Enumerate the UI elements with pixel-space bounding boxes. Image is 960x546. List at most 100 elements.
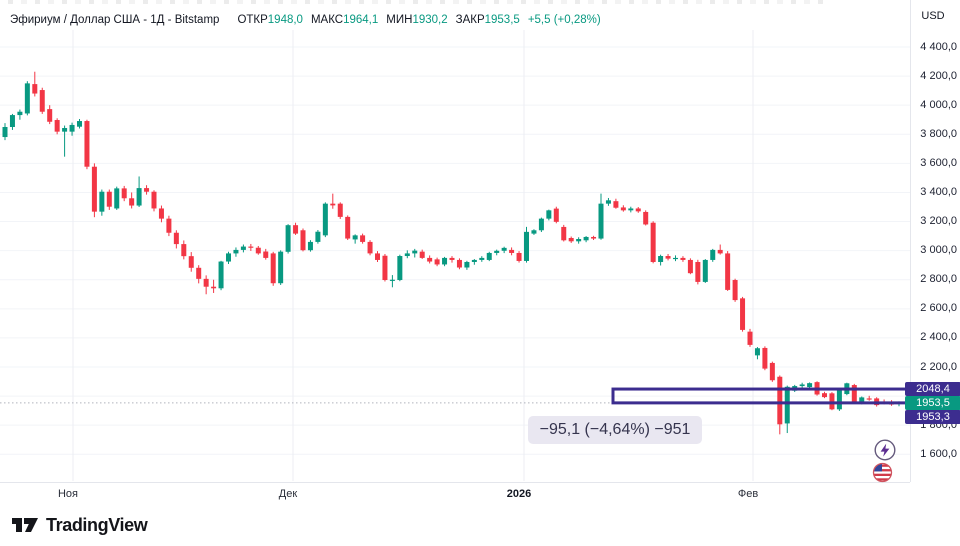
candle xyxy=(151,190,157,212)
candle xyxy=(389,275,395,288)
tradingview-logo[interactable]: TradingView xyxy=(12,514,148,536)
candle xyxy=(769,361,775,382)
candle xyxy=(255,245,261,255)
candle xyxy=(32,71,38,97)
price-tick-label: 3 200,0 xyxy=(920,215,957,228)
candle xyxy=(740,296,746,332)
candle xyxy=(516,251,522,263)
candle xyxy=(196,265,202,284)
candle xyxy=(47,105,53,125)
candle xyxy=(233,247,239,257)
candle xyxy=(397,254,403,282)
candle xyxy=(211,279,217,293)
candle xyxy=(509,247,515,256)
current-price-label: 1953,5 xyxy=(905,395,960,410)
candle xyxy=(620,205,626,212)
candle xyxy=(650,221,656,264)
candle xyxy=(367,240,373,256)
candle xyxy=(248,243,254,251)
candle xyxy=(173,230,179,249)
high-label: МАКС xyxy=(310,14,344,26)
low-label: МИН xyxy=(386,14,413,26)
candle xyxy=(866,395,872,401)
candle xyxy=(114,186,120,210)
candle xyxy=(412,248,418,258)
candle xyxy=(2,123,8,141)
candle xyxy=(360,233,366,244)
candle xyxy=(84,119,90,170)
candle xyxy=(479,256,485,262)
candle xyxy=(99,189,105,216)
price-range-drawing[interactable] xyxy=(611,387,910,405)
candle xyxy=(449,256,455,263)
candle xyxy=(434,257,440,267)
price-tick-label: 4 000,0 xyxy=(920,98,957,111)
candle xyxy=(591,235,597,241)
price-tick-label: 4 200,0 xyxy=(920,69,957,82)
price-tick-label: 3 800,0 xyxy=(920,127,957,140)
candle xyxy=(404,250,410,259)
candle xyxy=(673,255,678,262)
candle xyxy=(598,193,604,240)
candle xyxy=(322,202,328,238)
price-tick-label: 1 600,0 xyxy=(920,447,957,460)
candle xyxy=(442,256,448,267)
candle xyxy=(218,260,224,291)
candle xyxy=(695,259,701,285)
candle xyxy=(710,248,716,262)
cropped-text-strip xyxy=(8,0,823,4)
us-flag-icon[interactable] xyxy=(872,462,893,488)
price-tick-label: 2 200,0 xyxy=(920,360,957,373)
candle xyxy=(605,197,611,206)
candle xyxy=(836,388,842,411)
candle xyxy=(337,202,343,219)
time-axis[interactable]: Ноя Дек 2026 Фев xyxy=(0,482,910,503)
chart-canvas[interactable] xyxy=(0,0,910,482)
symbol-title[interactable]: Эфириум / Доллар США - 1Д - Bitstamp xyxy=(10,14,220,26)
candle xyxy=(77,119,82,129)
open-label: ОТКР xyxy=(237,14,268,26)
candle xyxy=(658,254,664,266)
candle xyxy=(702,259,708,283)
tradingview-logo-mark xyxy=(12,518,38,532)
candle xyxy=(315,229,321,244)
candle xyxy=(121,185,127,202)
candle xyxy=(293,222,299,235)
candle xyxy=(166,215,172,237)
candle xyxy=(136,176,142,207)
time-tick-label: Дек xyxy=(278,488,298,500)
candle xyxy=(486,251,492,262)
candle xyxy=(62,125,68,157)
candle xyxy=(278,250,284,285)
candle xyxy=(471,259,477,265)
candle xyxy=(240,244,246,253)
candle xyxy=(270,251,276,286)
candle xyxy=(188,252,194,272)
symbol-ohlc-bar: Эфириум / Доллар США - 1Д - Bitstamp ОТКР… xyxy=(10,13,601,27)
candle xyxy=(375,251,380,262)
candle xyxy=(158,205,164,223)
candle xyxy=(777,375,783,435)
candle xyxy=(613,198,619,209)
price-tick-label: 2 400,0 xyxy=(920,331,957,344)
candle xyxy=(524,226,529,263)
candle xyxy=(382,253,388,282)
candle xyxy=(538,217,544,233)
candle xyxy=(576,237,582,244)
price-tick-label: 3 000,0 xyxy=(920,244,957,257)
candle xyxy=(54,118,60,135)
price-axis[interactable]: USD 4 400,0 4 200,0 4 000,0 3 800,0 3 600,0 3… xyxy=(905,0,960,482)
range-top-price-label: 2048,4 xyxy=(905,382,960,397)
candle xyxy=(665,253,671,261)
candle xyxy=(799,382,805,389)
candle xyxy=(635,207,641,213)
change-value: +5,5 (+0,28%) xyxy=(527,14,601,26)
low-value: 1930,2 xyxy=(412,14,448,26)
candle xyxy=(687,258,693,275)
candle xyxy=(546,209,552,221)
lightning-icon[interactable] xyxy=(874,439,896,466)
candle xyxy=(464,260,470,270)
candle xyxy=(263,248,269,260)
time-tick-label: 2026 xyxy=(506,488,532,500)
candle xyxy=(285,224,291,254)
